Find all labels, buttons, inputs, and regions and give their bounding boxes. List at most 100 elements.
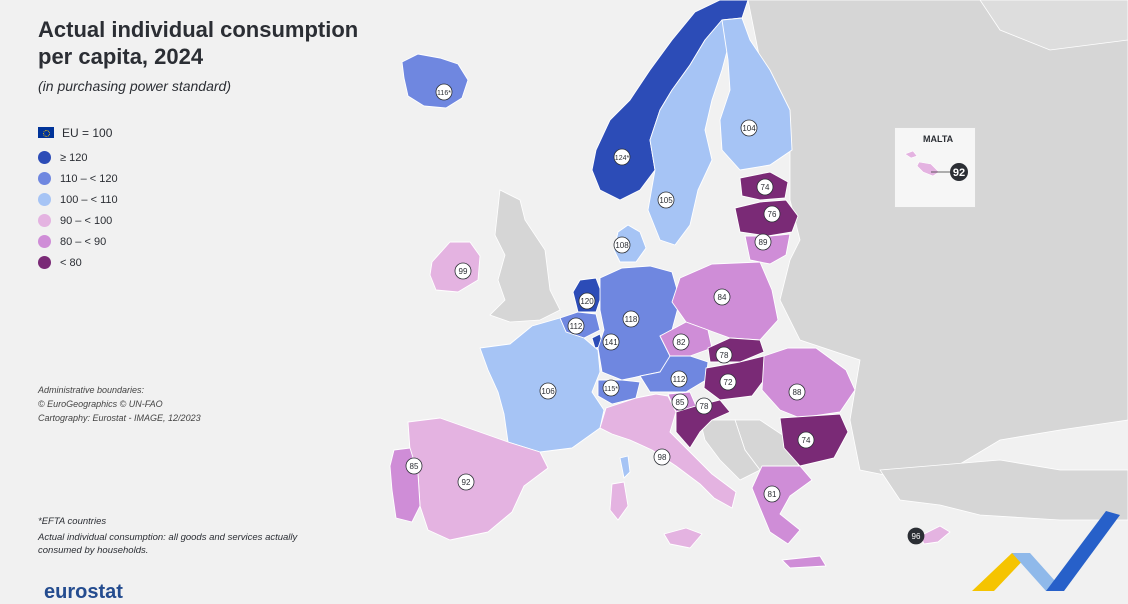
value-label-norway: 124* <box>615 155 630 162</box>
value-label-estonia: 74 <box>761 183 770 192</box>
value-label-spain: 92 <box>462 478 471 487</box>
value-label-croatia: 78 <box>700 402 709 411</box>
value-label-switzerland: 115* <box>604 386 618 393</box>
value-label-luxembourg: 141 <box>604 338 618 347</box>
footnote-definition: Actual individual consumption: all goods… <box>38 532 298 556</box>
country-france[interactable] <box>479 317 605 453</box>
malta-inset: MALTA 92 <box>894 127 976 208</box>
map-subtitle: (in purchasing power standard) <box>38 78 231 94</box>
value-label-slovenia: 85 <box>676 398 685 407</box>
country-iceland[interactable] <box>401 53 469 109</box>
value-marker <box>457 473 475 491</box>
value-marker <box>713 288 731 306</box>
malta-inset-title: MALTA <box>923 134 954 144</box>
value-label-sweden: 105 <box>659 196 673 205</box>
country-sicily[interactable] <box>663 527 703 549</box>
value-label-denmark: 108 <box>615 241 629 250</box>
value-marker <box>567 317 585 335</box>
country-corsica[interactable] <box>619 455 631 479</box>
legend: EU = 100 ≥ 120 110 – < 120 100 – < 110 9… <box>38 122 118 273</box>
legend-item: < 80 <box>38 252 118 273</box>
legend-swatch-icon <box>38 151 51 164</box>
value-marker <box>695 397 713 415</box>
value-label-portugal: 85 <box>410 462 419 471</box>
country-sweden[interactable] <box>647 19 731 246</box>
value-label-netherlands: 120 <box>580 297 594 306</box>
legend-swatch-icon <box>38 235 51 248</box>
country-sardinia[interactable] <box>609 481 629 521</box>
country-crete[interactable] <box>781 555 827 569</box>
value-marker <box>670 370 688 388</box>
country-greece[interactable] <box>751 465 813 545</box>
country-italy[interactable] <box>599 393 737 509</box>
eu-flag-icon <box>38 127 54 138</box>
legend-item: 110 – < 120 <box>38 168 118 189</box>
value-marker <box>454 262 472 280</box>
value-label-iceland: 116* <box>437 90 451 97</box>
eurostat-logo: eurostat <box>44 581 123 603</box>
value-marker <box>602 333 620 351</box>
value-marker <box>405 457 423 475</box>
legend-item: ≥ 120 <box>38 147 118 168</box>
value-label-hungary: 72 <box>724 378 733 387</box>
footnote-efta: *EFTA countries <box>38 516 107 527</box>
legend-item: 90 – < 100 <box>38 210 118 231</box>
value-marker <box>797 431 815 449</box>
value-marker <box>602 379 620 397</box>
country-ireland[interactable] <box>429 241 481 293</box>
value-marker <box>653 448 671 466</box>
value-marker <box>671 393 689 411</box>
value-marker <box>613 148 631 166</box>
value-label-romania: 88 <box>793 388 802 397</box>
value-marker <box>763 485 781 503</box>
legend-item: 80 – < 90 <box>38 231 118 252</box>
admin-boundaries-note: Administrative boundaries: © EuroGeograp… <box>38 385 201 423</box>
value-label-bulgaria: 74 <box>802 436 811 445</box>
value-label-slovakia: 78 <box>720 351 729 360</box>
value-label-italy: 98 <box>658 453 667 462</box>
europe-map: 116* 124* 105 104 74 76 89 108 99 120 112 141 118 84 8… <box>389 0 1128 569</box>
country-finland[interactable] <box>719 17 793 171</box>
value-label-belgium: 112 <box>570 322 583 331</box>
malta-value: 92 <box>953 167 965 179</box>
value-label-greece: 81 <box>768 490 777 499</box>
legend-swatch-icon <box>38 172 51 185</box>
value-marker <box>907 527 925 545</box>
legend-swatch-icon <box>38 256 51 269</box>
value-marker <box>578 292 596 310</box>
value-marker <box>756 178 774 196</box>
value-label-germany: 118 <box>625 315 638 324</box>
country-hungary[interactable] <box>703 355 771 401</box>
value-label-cyprus: 96 <box>912 532 921 541</box>
footnotes: *EFTA countries Actual individual consum… <box>38 515 328 557</box>
value-marker <box>435 83 453 101</box>
value-label-latvia: 76 <box>768 210 777 219</box>
value-marker <box>539 382 557 400</box>
value-marker <box>613 236 631 254</box>
country-shapes <box>389 0 951 569</box>
legend-swatch-icon <box>38 214 51 227</box>
value-labels: 116* 124* 105 104 74 76 89 108 99 120 112 141 118 84 8… <box>405 83 925 545</box>
value-marker <box>657 191 675 209</box>
legend-swatch-icon <box>38 193 51 206</box>
value-label-lithuania: 89 <box>759 238 768 247</box>
value-marker <box>740 119 758 137</box>
country-malta[interactable] <box>904 150 940 177</box>
value-label-finland: 104 <box>742 124 756 133</box>
legend-eu-reference: EU = 100 <box>38 122 118 143</box>
malta-value-marker <box>950 163 968 181</box>
value-label-france: 106 <box>541 387 555 396</box>
country-romania[interactable] <box>761 347 856 419</box>
value-marker <box>622 310 640 328</box>
value-marker <box>719 373 737 391</box>
value-marker <box>672 333 690 351</box>
value-label-austria: 112 <box>673 375 686 384</box>
value-label-poland: 84 <box>718 293 727 302</box>
eurostat-stripes-decoration <box>972 511 1120 591</box>
malta-inset-map: 92 <box>904 150 968 181</box>
value-marker <box>763 205 781 223</box>
country-cyprus[interactable] <box>919 525 951 545</box>
value-marker <box>754 233 772 251</box>
value-marker <box>788 383 806 401</box>
legend-item: 100 – < 110 <box>38 189 118 210</box>
